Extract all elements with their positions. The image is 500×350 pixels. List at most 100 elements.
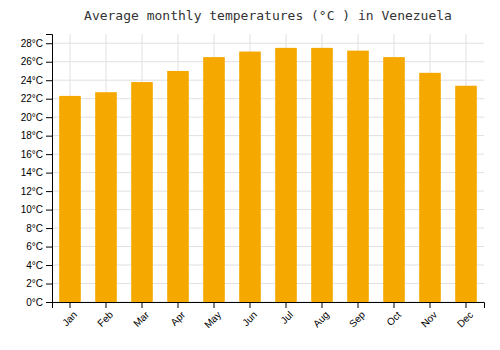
y-tick-mark <box>46 117 52 118</box>
y-tick: 26°C <box>21 56 52 67</box>
chart-svg: 0°C 2°C 4°C 6°C 8°C 10°C 12°C 14°C 16°C 18°C 20°C 2… <box>0 0 500 350</box>
y-tick: 20°C <box>21 112 52 123</box>
y-tick-mark <box>46 284 52 285</box>
y-tick: 14°C <box>21 167 52 178</box>
y-axis-line <box>46 35 53 303</box>
x-axis-line <box>53 303 485 309</box>
y-grid-line <box>52 43 484 44</box>
y-tick: 2°C <box>26 278 52 289</box>
x-tick: Dec <box>455 302 475 329</box>
bar <box>95 92 117 302</box>
x-tick: Jan <box>60 302 79 328</box>
y-tick-label: 6°C <box>26 241 43 252</box>
y-tick-label: 12°C <box>21 186 43 197</box>
y-tick-label: 18°C <box>21 130 43 141</box>
y-tick-mark <box>46 154 52 155</box>
y-tick: 24°C <box>21 75 52 86</box>
x-tick-mark <box>142 302 143 308</box>
x-tick-label: Jan <box>60 309 79 328</box>
y-tick-mark <box>46 228 52 229</box>
y-tick-label: 26°C <box>21 56 43 67</box>
y-tick-label: 0°C <box>26 297 43 308</box>
bar <box>239 52 261 302</box>
y-tick-mark <box>46 136 52 137</box>
y-tick: 22°C <box>21 93 52 104</box>
x-tick-mark <box>358 302 359 308</box>
bar <box>131 82 153 302</box>
x-tick-mark <box>214 302 215 308</box>
x-tick-label: Apr <box>168 309 187 328</box>
x-axis: Jan Feb Mar Apr May Jun Jul Aug Sep Oct Nov Dec <box>53 302 485 330</box>
y-tick-mark <box>46 191 52 192</box>
y-tick: 16°C <box>21 149 52 160</box>
x-tick-mark <box>70 302 71 308</box>
y-tick-label: 16°C <box>21 149 43 160</box>
x-tick: Jul <box>278 302 295 326</box>
x-tick-label: Jun <box>240 309 259 328</box>
y-tick: 10°C <box>21 204 52 215</box>
x-tick-label: Jul <box>278 309 295 326</box>
y-tick-label: 10°C <box>21 204 43 215</box>
y-tick: 18°C <box>21 130 52 141</box>
y-tick-mark <box>46 62 52 63</box>
y-axis: 0°C 2°C 4°C 6°C 8°C 10°C 12°C 14°C 16°C 18°C 20°C 2… <box>21 35 53 308</box>
y-tick-mark <box>46 302 52 303</box>
y-tick: 28°C <box>21 38 52 49</box>
y-tick-label: 4°C <box>26 260 43 271</box>
x-tick: Feb <box>95 302 115 329</box>
plot-area: 0°C 2°C 4°C 6°C 8°C 10°C 12°C 14°C 16°C 18°C 20°C 2… <box>21 34 485 330</box>
bar <box>383 57 405 302</box>
bar <box>203 57 225 302</box>
bar <box>167 71 189 302</box>
y-tick: 0°C <box>26 297 52 308</box>
x-tick-label: May <box>202 309 223 330</box>
y-tick-mark <box>46 99 52 100</box>
x-tick: Mar <box>131 302 151 329</box>
y-tick-label: 24°C <box>21 75 43 86</box>
y-tick-mark <box>46 265 52 266</box>
y-tick-mark <box>46 210 52 211</box>
x-tick-mark <box>466 302 467 308</box>
y-tick: 8°C <box>26 223 52 234</box>
bar <box>347 51 369 302</box>
x-tick-label: Oct <box>384 309 403 328</box>
bars <box>59 48 477 302</box>
bar <box>419 73 441 302</box>
x-tick-label: Feb <box>95 309 115 329</box>
y-tick-label: 2°C <box>26 278 43 289</box>
y-tick: 12°C <box>21 186 52 197</box>
y-tick: 6°C <box>26 241 52 252</box>
y-tick-mark <box>46 173 52 174</box>
x-tick-mark <box>286 302 287 308</box>
y-tick-label: 20°C <box>21 112 43 123</box>
x-tick-mark <box>322 302 323 308</box>
y-grid-line <box>52 61 484 62</box>
x-tick-label: Sep <box>347 309 368 330</box>
x-tick-mark <box>394 302 395 308</box>
x-tick-label: Dec <box>455 309 475 329</box>
bar <box>275 48 297 302</box>
bar <box>59 96 81 302</box>
x-tick: May <box>202 302 223 330</box>
x-tick: Oct <box>384 302 403 328</box>
y-tick-label: 8°C <box>26 223 43 234</box>
bar <box>311 48 333 302</box>
y-tick-mark <box>46 80 52 81</box>
chart-container: 0°C 2°C 4°C 6°C 8°C 10°C 12°C 14°C 16°C 18°C 20°C 2… <box>0 0 500 350</box>
y-tick-label: 14°C <box>21 167 43 178</box>
y-tick-label: 22°C <box>21 93 43 104</box>
bar <box>455 86 477 302</box>
x-tick-mark <box>178 302 179 308</box>
x-tick-label: Nov <box>419 309 439 329</box>
x-tick-mark <box>106 302 107 308</box>
x-tick-label: Mar <box>131 309 151 329</box>
y-tick-label: 28°C <box>21 38 43 49</box>
x-tick: Nov <box>419 302 439 329</box>
x-tick: Aug <box>311 302 331 329</box>
x-tick-label: Aug <box>311 309 331 329</box>
grid <box>52 34 484 302</box>
y-tick-mark <box>46 43 52 44</box>
x-tick: Jun <box>240 302 259 328</box>
x-tick: Sep <box>347 302 368 329</box>
y-tick: 4°C <box>26 260 52 271</box>
